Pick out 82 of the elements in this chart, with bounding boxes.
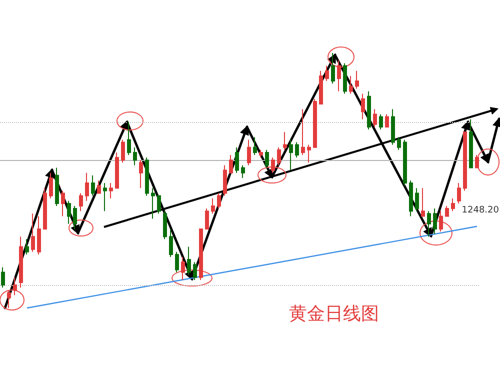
candlestick <box>343 62 347 94</box>
candlestick <box>235 146 239 174</box>
candlestick <box>151 188 155 220</box>
candlestick <box>169 228 173 258</box>
candlestick <box>19 236 23 288</box>
candlestick <box>331 52 335 84</box>
candlestick <box>133 146 137 166</box>
candlestick <box>265 149 269 168</box>
candlestick <box>31 213 35 252</box>
annotation: 1248.20 <box>462 206 500 216</box>
candlestick <box>391 108 395 146</box>
candlestick <box>283 132 287 150</box>
candlestick <box>295 142 299 158</box>
candlestick <box>307 144 311 164</box>
candlestick <box>91 174 95 196</box>
candlestick <box>187 246 191 276</box>
candlestick <box>277 146 281 166</box>
text: 黄金日线图 <box>289 304 379 324</box>
candlestick <box>301 108 305 156</box>
candlestick <box>109 182 113 199</box>
candlestick <box>97 180 101 194</box>
candlestick <box>181 256 185 280</box>
candlestick <box>247 139 251 166</box>
candlestick <box>7 290 11 308</box>
candlestick <box>229 154 233 174</box>
candlestick <box>115 152 119 189</box>
candlestick <box>397 136 401 150</box>
candlestick <box>355 70 359 90</box>
candlestick <box>73 206 77 230</box>
candlestick <box>121 139 125 164</box>
candlestick <box>1 266 5 288</box>
candlestick <box>469 118 473 168</box>
candlestick <box>163 210 167 240</box>
candlestick <box>349 75 353 94</box>
candlestick <box>85 172 89 202</box>
candlestick <box>379 114 383 130</box>
candlestick <box>373 108 377 128</box>
candlestick <box>403 139 407 186</box>
candlestick <box>157 195 161 214</box>
candlestick <box>43 188 47 230</box>
candlestick <box>139 160 143 189</box>
candlestick <box>103 182 107 212</box>
candlestick <box>25 238 29 255</box>
candlestick <box>217 192 221 210</box>
candlestick <box>193 262 197 280</box>
candlestick <box>445 206 449 217</box>
candlestick <box>367 90 371 130</box>
candlestick <box>409 180 413 217</box>
candlestick <box>127 121 131 156</box>
candlestick <box>361 93 365 120</box>
candlestick <box>49 172 53 199</box>
candlestick <box>421 188 425 217</box>
candlestick <box>433 208 437 235</box>
candlestick <box>475 154 479 168</box>
candlestick <box>457 182 461 204</box>
candlestick <box>61 190 65 217</box>
candlestick <box>199 228 203 280</box>
candlestick <box>325 65 329 82</box>
candlestick <box>337 60 341 92</box>
candlestick <box>145 157 149 196</box>
candlestick <box>79 192 83 212</box>
candlestick <box>253 136 257 156</box>
candlestick <box>205 208 209 230</box>
candlestick <box>271 157 275 174</box>
candlestick <box>241 164 245 178</box>
candlestick <box>415 188 419 212</box>
candlestick <box>319 70 323 104</box>
candlestick <box>313 98 317 148</box>
candlestick <box>55 167 59 206</box>
candlestick <box>439 210 443 232</box>
candlestick <box>223 164 227 196</box>
candlestick <box>211 198 215 214</box>
candlestick <box>289 139 293 171</box>
candlestick <box>451 198 455 212</box>
candlestick <box>175 251 179 273</box>
candlestick <box>385 114 389 128</box>
candlestick <box>463 132 467 192</box>
candlestick <box>13 276 17 296</box>
candlestick <box>259 149 263 158</box>
candlestick <box>67 200 71 224</box>
candlestick <box>37 216 41 255</box>
candlestick <box>427 210 431 238</box>
